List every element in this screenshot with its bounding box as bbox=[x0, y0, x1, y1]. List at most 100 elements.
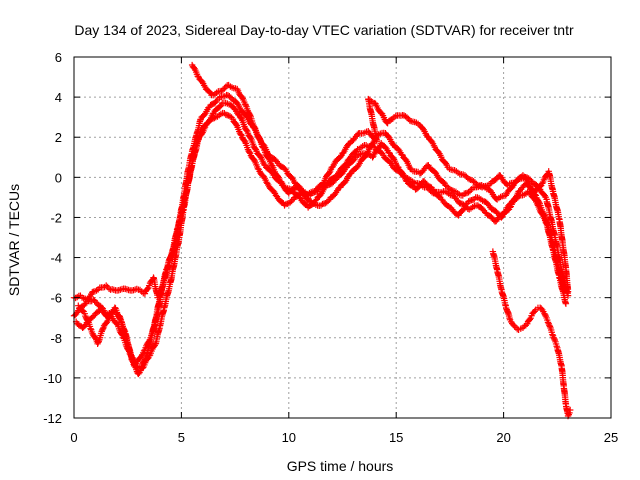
data-point-interp bbox=[362, 152, 369, 160]
data-point bbox=[564, 288, 572, 295]
data-point-interp bbox=[255, 134, 263, 141]
data-point-interp bbox=[403, 114, 411, 121]
data-point bbox=[566, 406, 574, 414]
y-tick-label: -2 bbox=[50, 210, 62, 225]
data-point-interp bbox=[364, 149, 371, 156]
data-point-interp bbox=[451, 193, 458, 200]
data-point-interp bbox=[118, 331, 126, 338]
data-point-interp bbox=[553, 343, 560, 350]
data-point-interp bbox=[226, 113, 234, 120]
data-point-interp bbox=[446, 186, 454, 193]
data-point-interp bbox=[566, 409, 573, 417]
x-tick-label: 0 bbox=[70, 430, 77, 445]
data-point-interp bbox=[513, 193, 520, 200]
data-point-interp bbox=[116, 315, 124, 322]
data-point-interp bbox=[246, 133, 254, 141]
data-point-interp bbox=[125, 346, 132, 354]
data-point-interp bbox=[277, 178, 285, 185]
plot-frame bbox=[73, 56, 612, 419]
data-point-interp bbox=[406, 117, 414, 124]
y-tick-label: 2 bbox=[55, 130, 62, 145]
x-tick-label: 5 bbox=[178, 430, 185, 445]
data-point-interp bbox=[337, 153, 344, 160]
series-layer bbox=[70, 61, 574, 420]
data-point-interp bbox=[535, 199, 543, 206]
data-point-interp bbox=[465, 189, 472, 196]
y-tick-label: -12 bbox=[43, 411, 62, 426]
series-track-a bbox=[70, 109, 570, 378]
data-point-interp bbox=[141, 357, 148, 364]
y-tick-label: 4 bbox=[55, 90, 62, 105]
data-point-interp bbox=[237, 131, 244, 138]
data-point-interp bbox=[326, 169, 333, 176]
data-point-interp bbox=[431, 168, 439, 176]
data-point bbox=[369, 154, 376, 161]
data-point bbox=[113, 320, 121, 327]
data-point-interp bbox=[465, 198, 472, 205]
data-point-interp bbox=[145, 338, 153, 345]
data-point-interp bbox=[216, 103, 224, 110]
chart-title: Day 134 of 2023, Sidereal Day-to-day VTE… bbox=[74, 22, 574, 38]
tick-layer: 0 5 10 15 20 25 -12 -10 -8 -6 -4 -2 0 2 4 6 bbox=[43, 50, 618, 445]
data-point-interp bbox=[246, 112, 254, 119]
data-point bbox=[539, 180, 546, 187]
series-track-e bbox=[489, 248, 574, 420]
x-tick-label: 10 bbox=[282, 430, 296, 445]
data-point bbox=[562, 300, 570, 307]
data-point-interp bbox=[449, 187, 456, 194]
data-point-interp bbox=[350, 157, 357, 164]
data-point-interp bbox=[369, 140, 377, 147]
data-point-interp bbox=[206, 88, 213, 95]
grid-layer bbox=[74, 57, 611, 418]
data-point-interp bbox=[509, 183, 516, 191]
x-tick-label: 15 bbox=[389, 430, 403, 445]
data-point bbox=[461, 172, 469, 179]
data-point-interp bbox=[544, 319, 552, 326]
data-point-interp bbox=[342, 178, 349, 186]
data-point-interp bbox=[291, 178, 298, 186]
data-point-interp bbox=[537, 305, 545, 312]
y-tick-label: -10 bbox=[43, 371, 62, 386]
data-point bbox=[158, 290, 166, 297]
data-point-interp bbox=[103, 319, 111, 326]
data-point-interp bbox=[144, 285, 151, 293]
data-point-interp bbox=[260, 173, 268, 181]
data-point-interp bbox=[87, 325, 94, 332]
x-tick-label: 20 bbox=[496, 430, 510, 445]
data-point-interp bbox=[226, 93, 233, 100]
data-point-interp bbox=[541, 311, 549, 319]
data-point-interp bbox=[287, 199, 294, 206]
data-point-interp bbox=[265, 155, 272, 162]
data-point-interp bbox=[89, 313, 97, 321]
y-tick-label: 0 bbox=[55, 170, 62, 185]
y-tick-label: -6 bbox=[50, 291, 62, 306]
x-tick-label: 25 bbox=[604, 430, 618, 445]
data-point-interp bbox=[84, 317, 92, 325]
x-axis-label: GPS time / hours bbox=[287, 458, 394, 474]
data-point-interp bbox=[81, 301, 88, 309]
data-point bbox=[530, 190, 537, 197]
series-track-c bbox=[75, 91, 572, 368]
data-point-interp bbox=[549, 331, 556, 338]
data-point-interp bbox=[230, 104, 238, 112]
data-point-interp bbox=[440, 178, 447, 186]
y-tick-label: -8 bbox=[50, 331, 62, 346]
data-point-interp bbox=[540, 210, 547, 218]
y-tick-label: -4 bbox=[50, 251, 62, 266]
data-point bbox=[251, 123, 258, 131]
data-point-interp bbox=[219, 86, 227, 94]
data-point-interp bbox=[275, 174, 282, 181]
data-point-interp bbox=[323, 199, 330, 206]
data-point-interp bbox=[233, 99, 241, 107]
data-point bbox=[135, 370, 142, 378]
data-point bbox=[103, 282, 110, 289]
y-tick-label: 6 bbox=[55, 50, 62, 65]
data-point-interp bbox=[136, 286, 144, 294]
data-point-interp bbox=[241, 137, 248, 144]
data-point-interp bbox=[551, 335, 558, 342]
data-point-interp bbox=[435, 148, 442, 156]
data-point-interp bbox=[382, 144, 389, 151]
series-track-d bbox=[70, 61, 572, 303]
